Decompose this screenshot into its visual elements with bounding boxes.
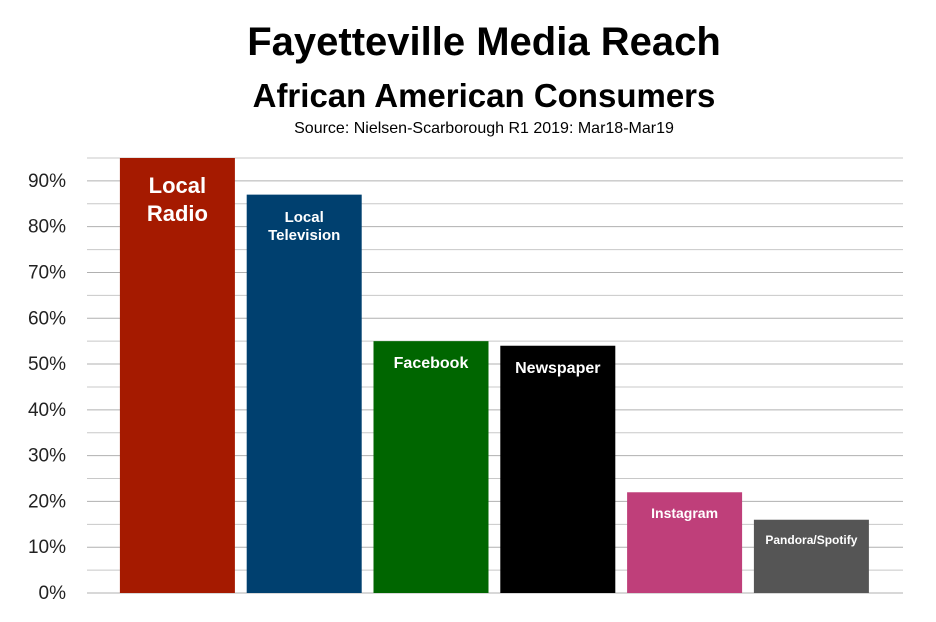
y-tick-label: 20% xyxy=(28,491,66,512)
bar xyxy=(627,492,743,593)
y-tick-label: 30% xyxy=(28,446,66,467)
bar xyxy=(246,194,362,593)
bar xyxy=(500,345,616,593)
bar xyxy=(119,158,235,593)
y-tick-label: 90% xyxy=(28,171,66,192)
bar-label: Local Television xyxy=(268,208,341,245)
source-note: Source: Nielsen-Scarborough R1 2019: Mar… xyxy=(294,120,674,137)
bar-label: Instagram xyxy=(651,505,719,522)
y-tick-label: 70% xyxy=(28,262,66,283)
y-tick-label: 60% xyxy=(28,308,66,329)
y-tick-label: 80% xyxy=(28,217,66,238)
bar-label: Facebook xyxy=(393,355,469,373)
chart-subtitle: African American Consumers xyxy=(252,77,716,114)
bar-label: Newspaper xyxy=(515,359,601,377)
y-tick-label: 40% xyxy=(28,400,66,421)
y-tick-label: 50% xyxy=(28,354,66,375)
bar-label: Local Radio xyxy=(146,173,208,226)
y-tick-label: 0% xyxy=(39,583,67,604)
bar xyxy=(753,519,869,593)
bar xyxy=(373,341,489,593)
y-tick-label: 10% xyxy=(28,537,66,558)
chart-title: Fayetteville Media Reach xyxy=(247,20,721,64)
bar-label: Pandora/Spotify xyxy=(765,532,858,547)
